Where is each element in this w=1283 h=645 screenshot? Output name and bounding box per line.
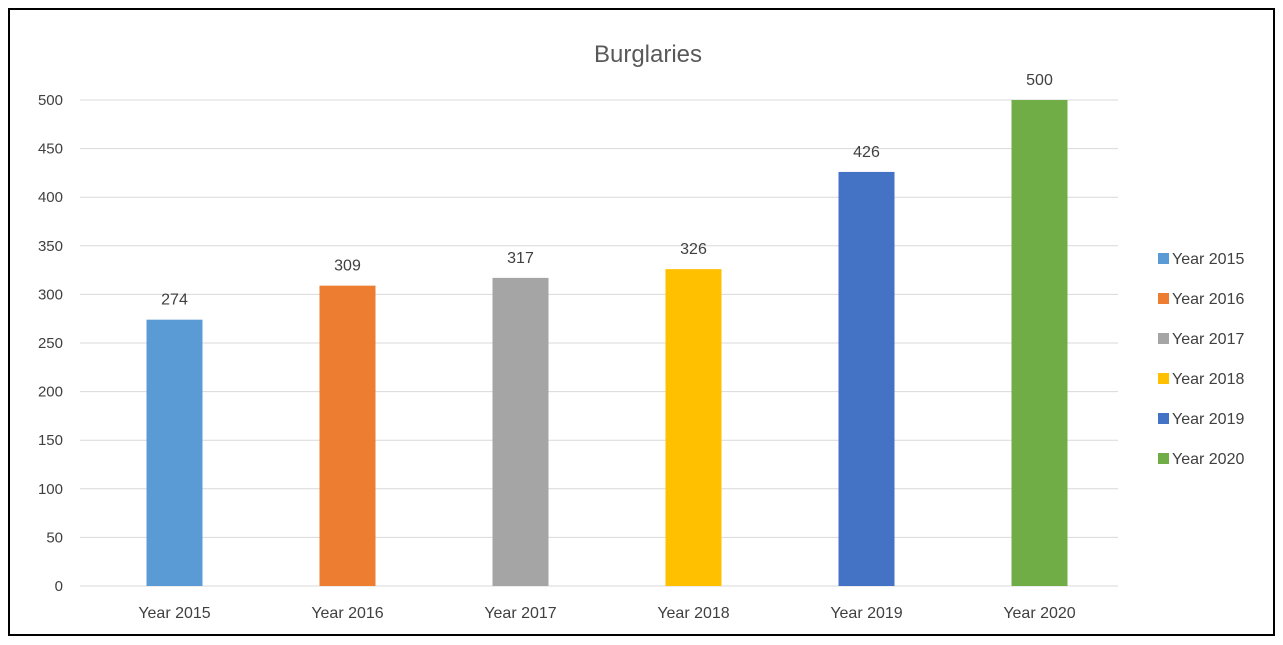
- legend-label: Year 2020: [1172, 451, 1244, 468]
- legend-label: Year 2017: [1172, 331, 1244, 348]
- bar: [665, 269, 722, 586]
- x-tick-label: Year 2018: [657, 605, 729, 622]
- legend-item: Year 2020: [1158, 451, 1244, 468]
- legend-label: Year 2016: [1172, 291, 1244, 308]
- x-tick-label: Year 2017: [484, 605, 556, 622]
- chart-title: Burglaries: [594, 41, 702, 68]
- legend-swatch: [1158, 253, 1169, 264]
- bar: [319, 285, 376, 586]
- data-label: 309: [334, 258, 361, 275]
- data-label: 274: [161, 292, 188, 309]
- legend-swatch: [1158, 453, 1169, 464]
- legend-item: Year 2019: [1158, 411, 1244, 428]
- x-axis-ticks: Year 2015 Year 2016 Year 2017 Year 2018 Year…: [138, 605, 1075, 622]
- legend: Year 2015 Year 2016 Year 2017 Year 2018 Year…: [1158, 251, 1244, 468]
- data-label: 426: [853, 144, 880, 161]
- bar: [146, 319, 203, 586]
- legend-swatch: [1158, 333, 1169, 344]
- data-label: 317: [507, 250, 534, 267]
- y-tick-label: 300: [38, 286, 63, 303]
- gridlines: [80, 99, 1118, 587]
- data-labels: 274 309 317 326 426 500: [161, 72, 1053, 309]
- y-axis-ticks: 0 50 100 150 200 250 300 350 400 450 500: [38, 92, 63, 595]
- legend-item: Year 2016: [1158, 291, 1244, 308]
- y-tick-label: 350: [38, 238, 63, 255]
- bars: [146, 100, 1068, 587]
- y-tick-label: 50: [46, 529, 63, 546]
- bar: [1011, 100, 1068, 586]
- legend-item: Year 2018: [1158, 371, 1244, 388]
- x-tick-label: Year 2019: [830, 605, 902, 622]
- y-tick-label: 100: [38, 481, 63, 498]
- y-tick-label: 450: [38, 141, 63, 158]
- data-label: 500: [1026, 72, 1053, 89]
- legend-label: Year 2015: [1172, 251, 1244, 268]
- x-tick-label: Year 2020: [1003, 605, 1075, 622]
- legend-item: Year 2017: [1158, 331, 1244, 348]
- y-tick-label: 400: [38, 189, 63, 206]
- bar: [838, 171, 895, 587]
- y-tick-label: 500: [38, 92, 63, 109]
- bar: [492, 277, 549, 586]
- data-label: 326: [680, 241, 707, 258]
- y-tick-label: 200: [38, 384, 63, 401]
- y-tick-label: 150: [38, 432, 63, 449]
- x-tick-label: Year 2015: [138, 605, 210, 622]
- x-tick-label: Year 2016: [311, 605, 383, 622]
- legend-swatch: [1158, 413, 1169, 424]
- legend-item: Year 2015: [1158, 251, 1244, 268]
- legend-swatch: [1158, 293, 1169, 304]
- y-tick-label: 250: [38, 335, 63, 352]
- y-tick-label: 0: [55, 578, 63, 595]
- legend-swatch: [1158, 373, 1169, 384]
- legend-label: Year 2019: [1172, 411, 1244, 428]
- legend-label: Year 2018: [1172, 371, 1244, 388]
